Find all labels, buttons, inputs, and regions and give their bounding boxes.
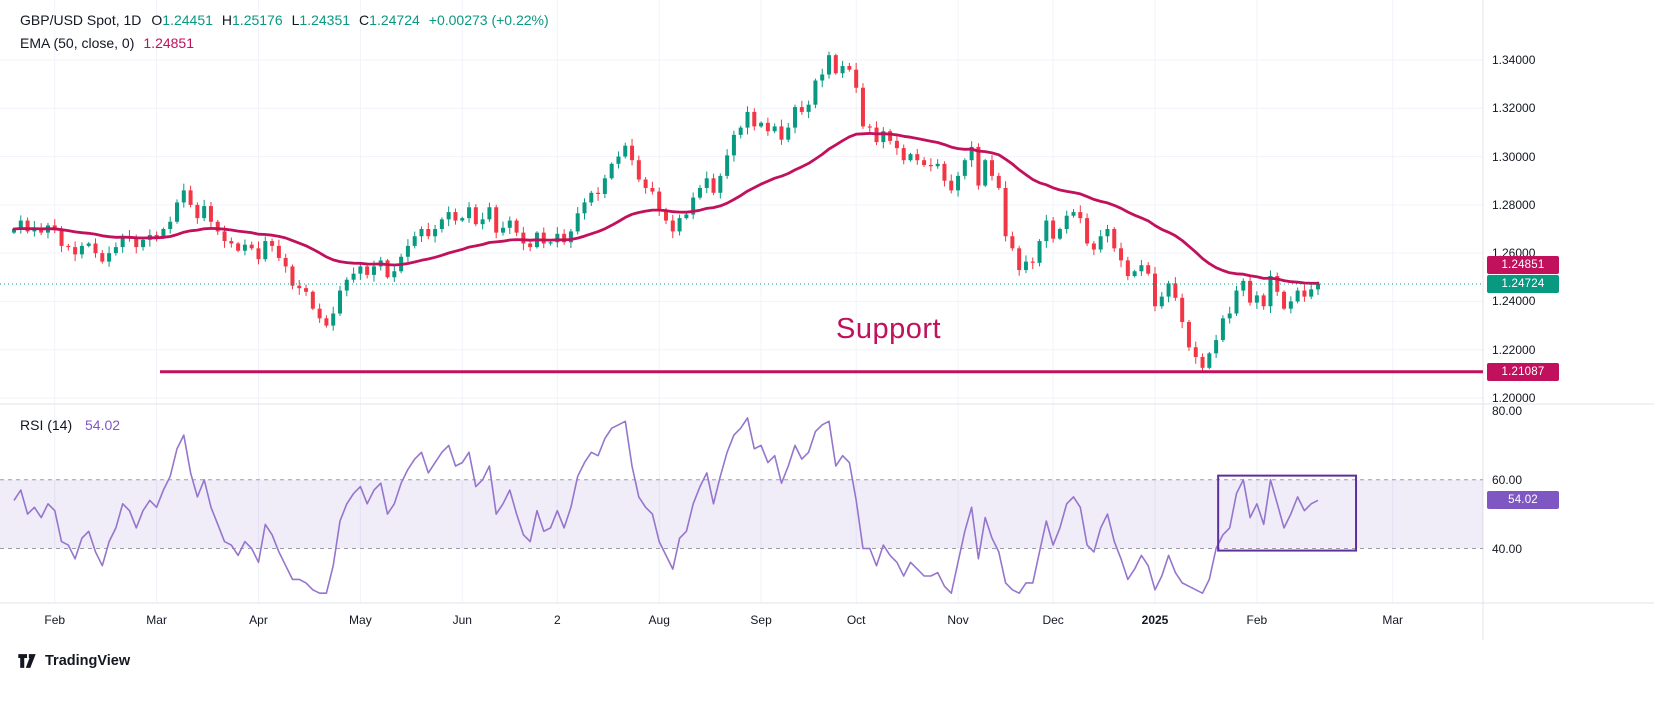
support-annotation[interactable]: Support: [836, 313, 942, 345]
ohlc-field: O1.24451: [151, 11, 213, 28]
rsi-indicator-value: 54.02: [85, 417, 121, 433]
ema-indicator-label[interactable]: EMA (50, close, 0): [20, 34, 135, 51]
candlestick-series: [12, 51, 1320, 372]
ohlc-values: O1.24451 H1.25176 L1.24351 C1.24724 +0.00273…: [151, 12, 557, 28]
rsi-line[interactable]: [13, 417, 1319, 594]
rsi-highlight-box[interactable]: [1217, 474, 1358, 552]
ema-indicator-value: 1.24851: [143, 34, 194, 51]
tradingview-watermark[interactable]: TradingView: [16, 650, 130, 672]
chart-legend: GBP/USD Spot, 1D O1.24451 H1.25176 L1.2435…: [20, 8, 558, 54]
tradingview-logo-icon: [18, 654, 36, 668]
ohlc-field: C1.24724: [359, 11, 420, 28]
ema-line[interactable]: [12, 132, 1320, 285]
symbol-title[interactable]: GBP/USD Spot, 1D: [20, 11, 142, 28]
ohlc-field: L1.24351: [291, 11, 351, 28]
ohlc-field: +0.00273 (+0.22%): [428, 11, 549, 28]
tradingview-logo-text: TradingView: [45, 653, 131, 669]
rsi-indicator-label[interactable]: RSI (14): [20, 417, 73, 433]
ohlc-field: H1.25176: [221, 11, 283, 28]
rsi-legend: RSI (14) 54.02: [20, 417, 120, 433]
chart-canvas[interactable]: [0, 0, 1654, 645]
rsi-band: [0, 479, 1483, 549]
